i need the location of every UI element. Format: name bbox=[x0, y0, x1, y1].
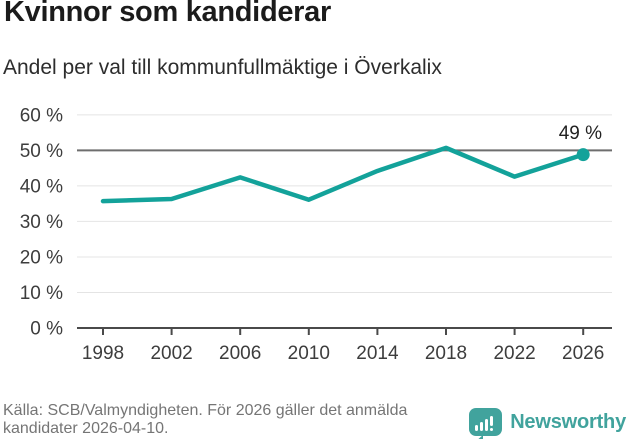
x-tick-label: 1998 bbox=[82, 343, 124, 364]
x-tick-label: 2002 bbox=[150, 343, 192, 364]
y-tick-label: 50 % bbox=[20, 141, 63, 162]
y-tick-label: 40 % bbox=[20, 176, 63, 197]
y-tick-label: 60 % bbox=[20, 105, 63, 126]
x-tick-label: 2018 bbox=[425, 343, 467, 364]
end-point-label: 49 % bbox=[559, 123, 602, 144]
x-tick-label: 2022 bbox=[493, 343, 535, 364]
chart-subtitle: Andel per val till kommunfullmäktige i Ö… bbox=[3, 56, 442, 79]
source-note-line1: Källa: SCB/Valmyndigheten. För 2026 gäll… bbox=[3, 402, 408, 419]
x-tick-label: 2026 bbox=[562, 343, 604, 364]
end-point-marker bbox=[576, 148, 590, 162]
logo-bar-medium bbox=[480, 422, 484, 431]
x-tick-label: 2010 bbox=[288, 343, 330, 364]
source-note: Källa: SCB/Valmyndigheten. För 2026 gäll… bbox=[3, 402, 473, 438]
bar-chart-exclamation-icon bbox=[475, 415, 494, 431]
page-title: Kvinnor som kandiderar bbox=[4, 0, 331, 28]
logo-bar-large bbox=[485, 419, 489, 431]
newsworthy-logo-icon bbox=[469, 408, 503, 439]
source-note-line2: kandidater 2026-04-10. bbox=[3, 420, 169, 437]
speech-bubble-tail-icon bbox=[475, 435, 484, 439]
newsworthy-logo-link[interactable]: Newsworthy bbox=[469, 408, 626, 439]
newsworthy-wordmark: Newsworthy bbox=[510, 410, 626, 433]
logo-exclamation bbox=[490, 415, 494, 431]
y-tick-label: 10 % bbox=[20, 283, 63, 304]
x-tick-label: 2006 bbox=[219, 343, 261, 364]
data-line bbox=[100, 145, 586, 204]
x-tick-label: 2014 bbox=[356, 343, 399, 364]
line-chart: 0 % 10 % 20 % 30 % 40 % 50 % 60 % 1998 2002 2006 2… bbox=[20, 105, 612, 364]
y-tick-label: 30 % bbox=[20, 212, 63, 233]
y-tick-label: 0 % bbox=[30, 319, 63, 340]
y-tick-label: 20 % bbox=[20, 247, 63, 268]
logo-bar-small bbox=[475, 425, 479, 431]
